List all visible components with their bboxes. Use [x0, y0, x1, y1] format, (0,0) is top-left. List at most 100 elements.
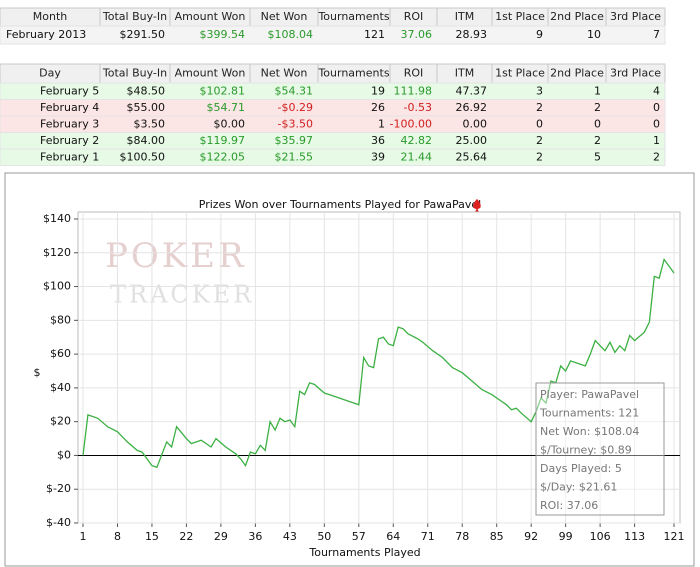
column-header: 3rd Place: [610, 67, 661, 80]
table-cell: $55.00: [127, 101, 166, 114]
table-cell: 2: [594, 101, 601, 114]
table-cell: 26: [371, 101, 385, 114]
table-cell: $100.50: [120, 150, 166, 163]
column-header: Net Won: [261, 67, 308, 80]
table-cell: 10: [587, 28, 601, 41]
table-cell: 0.00: [463, 117, 488, 130]
table-row: [0, 148, 666, 166]
column-header: 1st Place: [495, 67, 545, 80]
table-cell: 1: [594, 84, 601, 97]
table-row: [0, 115, 666, 133]
table-cell: 2: [594, 134, 601, 147]
x-tick-label: 113: [624, 530, 645, 543]
table-cell: 26.92: [456, 101, 488, 114]
column-header: Net Won: [261, 10, 308, 23]
x-tick-label: 64: [386, 530, 400, 543]
table-cell: 0: [653, 101, 660, 114]
table-cell: $54.71: [207, 101, 246, 114]
column-header: ROI: [404, 10, 424, 23]
column-header: Total Buy-In: [102, 67, 167, 80]
y-tick-label: $40: [50, 381, 71, 394]
table-cell: 2: [536, 134, 543, 147]
table-cell: 42.82: [401, 134, 433, 147]
table-cell: 0: [536, 117, 543, 130]
spade-icon: [473, 199, 481, 212]
table-cell: $102.81: [200, 84, 246, 97]
table-cell: 2: [653, 150, 660, 163]
table-row: [0, 132, 666, 150]
x-axis-label: Tournaments Played: [308, 546, 420, 559]
x-tick-label: 106: [590, 530, 611, 543]
chart-panel: [4, 172, 695, 567]
column-header: Day: [39, 67, 61, 80]
x-tick-label: 92: [524, 530, 538, 543]
info-line: Days Played: 5: [540, 462, 622, 475]
table-cell: 111.98: [394, 84, 433, 97]
table-cell: February 5: [40, 84, 99, 97]
x-tick-label: 22: [179, 530, 193, 543]
table-cell: $119.97: [200, 134, 246, 147]
y-tick-label: $-40: [46, 516, 71, 529]
x-tick-label: 43: [283, 530, 297, 543]
y-tick-label: $20: [50, 415, 71, 428]
x-tick-label: 78: [455, 530, 469, 543]
column-header: Month: [33, 10, 68, 23]
table-row: [0, 25, 666, 45]
table-row: [0, 99, 666, 117]
watermark: POKER: [105, 236, 247, 276]
table-cell: $399.54: [200, 28, 246, 41]
info-box: [535, 382, 665, 516]
y-tick-label: $140: [43, 212, 71, 225]
table-cell: 19: [371, 84, 385, 97]
table-cell: February 2013: [6, 28, 86, 41]
info-line: Player: PawaPavel: [540, 388, 639, 401]
info-line: Net Won: $108.04: [540, 425, 639, 438]
x-tick-label: 71: [421, 530, 435, 543]
table-cell: 25.00: [456, 134, 488, 147]
table-cell: $35.97: [275, 134, 314, 147]
table-cell: 1: [378, 117, 385, 130]
column-header: 3rd Place: [610, 10, 661, 23]
info-line: $/Tourney: $0.89: [540, 444, 632, 457]
x-tick-label: 121: [664, 530, 685, 543]
table-cell: 2: [536, 101, 543, 114]
info-line: $/Day: $21.61: [540, 481, 617, 494]
x-tick-label: 36: [248, 530, 262, 543]
x-tick-label: 85: [490, 530, 504, 543]
table-cell: 121: [364, 28, 385, 41]
column-header: 2nd Place: [550, 67, 604, 80]
column-header: Total Buy-In: [102, 10, 167, 23]
table-cell: 3: [536, 84, 543, 97]
table-cell: February 1: [40, 150, 99, 163]
table-cell: 39: [371, 150, 385, 163]
table-cell: $122.05: [200, 150, 246, 163]
table-cell: 47.37: [456, 84, 488, 97]
data-line: [82, 258, 675, 469]
column-header: Amount Won: [175, 67, 246, 80]
table-cell: $21.55: [275, 150, 314, 163]
table-cell: 25.64: [456, 150, 488, 163]
x-tick-label: 15: [145, 530, 159, 543]
table-cell: 0: [594, 117, 601, 130]
table-cell: 2: [536, 150, 543, 163]
y-axis-label: $: [34, 366, 41, 379]
y-tick-label: $100: [43, 280, 71, 293]
table-cell: 21.44: [401, 150, 433, 163]
table-cell: 36: [371, 134, 385, 147]
table-cell: $108.04: [268, 28, 314, 41]
column-header: ROI: [404, 67, 424, 80]
table-cell: February 4: [40, 101, 99, 114]
table-cell: 4: [653, 84, 660, 97]
table-cell: February 3: [40, 117, 99, 130]
table-cell: 7: [653, 28, 660, 41]
x-tick-label: 99: [559, 530, 573, 543]
column-header: 1st Place: [495, 10, 545, 23]
table-cell: $84.00: [127, 134, 166, 147]
table-row: [0, 82, 666, 100]
table-cell: -0.53: [404, 101, 432, 114]
column-header: ITM: [455, 10, 474, 23]
x-tick-label: 1: [80, 530, 87, 543]
y-tick-label: $120: [43, 246, 71, 259]
table-cell: 5: [594, 150, 601, 163]
y-tick-label: $-20: [46, 482, 71, 495]
